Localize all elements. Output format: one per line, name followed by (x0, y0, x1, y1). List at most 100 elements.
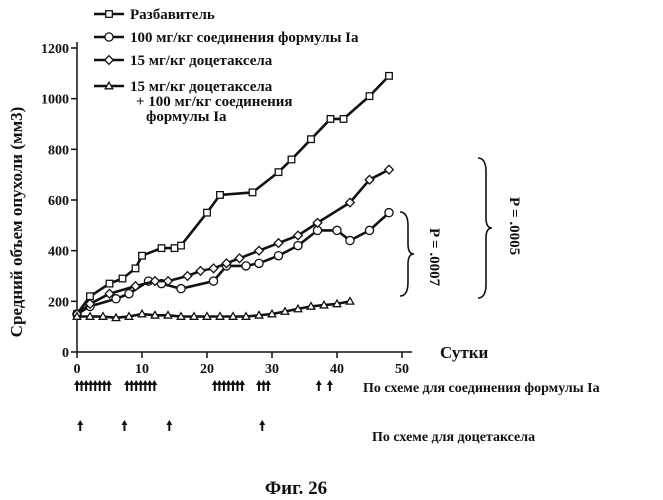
data-point (138, 251, 146, 260)
data-point (124, 288, 134, 299)
data-point (176, 311, 186, 320)
brace-p2 (477, 157, 493, 299)
legend-entry-3: 15 мг/кг доцетаксела (94, 53, 273, 69)
arrow-head (128, 380, 135, 385)
data-point (111, 294, 121, 304)
data-point (131, 264, 140, 273)
data-point (215, 311, 225, 320)
arrow-head (216, 380, 223, 385)
dose-arrow (137, 380, 144, 391)
data-point (339, 114, 348, 123)
dose-arrow (225, 380, 232, 391)
dose-arrow (256, 380, 262, 391)
annotations: P = .0007 P = .0005 (399, 157, 522, 299)
legend-marker (104, 32, 114, 42)
legend-label: 15 мг/кг доцетаксела (130, 79, 273, 95)
dose-arrow (234, 380, 241, 391)
arrow-head (77, 420, 84, 425)
dose-arrow (92, 380, 99, 391)
data-point (254, 258, 264, 269)
data-point (149, 275, 161, 287)
x-tick-label: 10 (135, 362, 149, 377)
data-point (72, 311, 82, 320)
legend: Разбавитель 100 мг/кг соединения формулы … (94, 7, 359, 125)
data-point (254, 310, 264, 319)
series-line (76, 168, 390, 316)
data-point (287, 155, 296, 164)
dose-arrow (146, 380, 153, 391)
series-line (76, 211, 390, 316)
arrow-head (260, 380, 267, 385)
arrow-head (265, 380, 272, 385)
data-point (124, 311, 134, 320)
legend-label: 100 мг/кг соединения формулы Ia (130, 30, 359, 46)
data-point (137, 308, 147, 318)
arrow-head (87, 380, 94, 385)
data-point (176, 283, 186, 294)
data-point (163, 310, 173, 319)
data-point (195, 265, 206, 277)
data-point (86, 292, 94, 301)
data-point (364, 225, 375, 236)
data-point (234, 253, 245, 264)
data-point (345, 296, 355, 305)
dose-arrow (78, 380, 85, 391)
p-value-1: P = .0007 (426, 228, 442, 287)
data-point (98, 311, 108, 320)
data-point (130, 280, 141, 292)
data-point (253, 245, 265, 256)
arrow-head (166, 420, 173, 425)
data-point (208, 263, 219, 274)
data-point (150, 310, 160, 319)
dose-arrow (315, 380, 322, 391)
arrow-head (101, 380, 108, 385)
arrow-head (146, 380, 153, 385)
series-4 (72, 296, 355, 322)
arrow-head (105, 380, 112, 385)
data-point (170, 244, 179, 253)
data-point (307, 135, 315, 144)
series-1 (73, 71, 393, 318)
series-3 (71, 164, 395, 320)
dose-arrow (220, 380, 227, 391)
arrow-head (137, 380, 144, 385)
data-point (385, 71, 393, 80)
arrow-head (230, 380, 236, 385)
arrow-head (96, 380, 103, 385)
dose-arrow (151, 380, 158, 391)
dose-arrow (128, 380, 135, 391)
dose-arrow (166, 420, 173, 431)
axes: 0 200 400 600 800 1000 1200 0 10 20 30 40 50 (41, 42, 412, 377)
data-point (293, 240, 303, 251)
arrow-head (74, 380, 80, 385)
p-value-2: P = .0005 (506, 197, 522, 255)
dose-arrow (260, 380, 267, 391)
data-point (280, 306, 290, 315)
y-axis-label: Средний объем опухоли (мм3) (7, 107, 26, 338)
data-point (344, 197, 356, 208)
arrow-head (225, 380, 232, 385)
legend-label: 15 мг/кг доцетаксела (130, 53, 273, 69)
data-point (221, 258, 232, 269)
data-point (345, 235, 355, 246)
dose-arrow (216, 380, 223, 391)
legend-marker (105, 10, 113, 18)
x-axis-label: Сутки (440, 343, 488, 362)
data-point (182, 270, 193, 282)
legend-label: + 100 мг/кг соединения (136, 94, 293, 110)
data-point (292, 230, 304, 241)
data-point (267, 308, 277, 318)
series-line (77, 300, 351, 320)
data-point (384, 207, 394, 218)
data-point (332, 298, 342, 308)
arrow-head (83, 380, 90, 385)
y-tick-label: 800 (48, 143, 69, 158)
arrow-head (124, 380, 131, 385)
arrow-head (211, 380, 218, 385)
data-point (332, 225, 342, 236)
legend-label: формулы Ia (146, 109, 227, 125)
legend-entry-1: Разбавитель (94, 7, 215, 23)
legend-entry-4: 15 мг/кг доцетаксела+ 100 мг/кг соединен… (94, 79, 293, 125)
y-tick-label: 600 (48, 194, 69, 209)
figure-caption: Фиг. 26 (265, 478, 327, 499)
